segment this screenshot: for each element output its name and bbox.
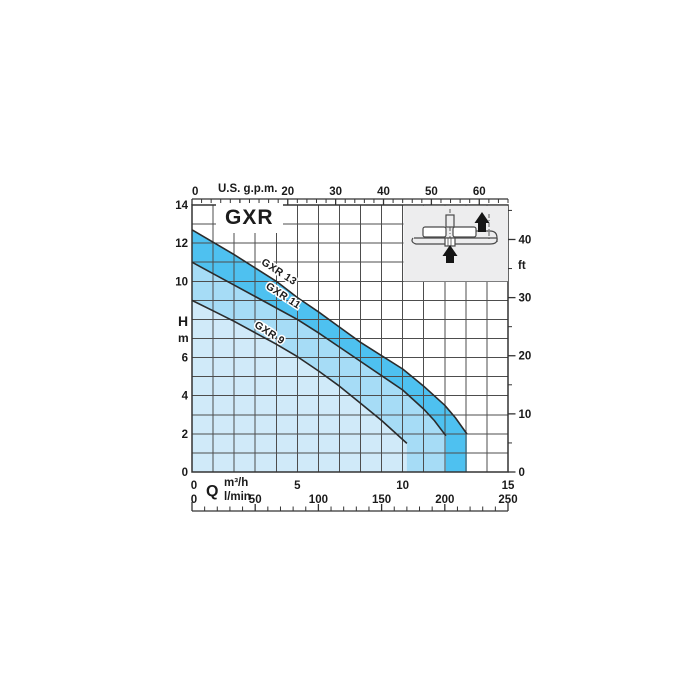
svg-text:4: 4: [182, 391, 189, 403]
chart-title: GXR: [216, 203, 283, 233]
curve-gxr-13: [191, 229, 468, 435]
curve-gxr-9: [191, 299, 408, 444]
svg-text:2: 2: [182, 429, 188, 441]
svg-text:0: 0: [519, 467, 525, 479]
flow-unit-lmin-label: l/min: [224, 491, 251, 503]
submersible-pump-icon: [411, 209, 498, 250]
svg-text:50: 50: [249, 494, 262, 506]
gpm-axis-unit-label: U.S. g.p.m.: [218, 183, 278, 195]
plot-border: [191, 204, 509, 473]
svg-text:150: 150: [372, 494, 391, 506]
svg-text:5: 5: [294, 480, 301, 492]
head-axis-unit-label: m: [178, 331, 189, 345]
svg-text:60: 60: [473, 186, 486, 198]
pump-curves: [191, 229, 468, 444]
svg-text:0: 0: [191, 480, 197, 492]
svg-text:50: 50: [425, 186, 438, 198]
right-axis-ft: 0 10 20 30 40: [508, 209, 532, 479]
bottom-axis-lmin: 0 50 100 150 200 250: [191, 494, 518, 512]
bottom-axis-m3h: 0 5 10 15: [191, 480, 515, 492]
svg-text:12: 12: [175, 238, 188, 250]
svg-text:20: 20: [281, 186, 294, 198]
svg-text:100: 100: [309, 494, 328, 506]
svg-text:0: 0: [182, 467, 188, 479]
svg-text:0: 0: [191, 494, 197, 506]
svg-text:30: 30: [519, 293, 532, 305]
svg-text:20: 20: [519, 351, 532, 363]
svg-text:40: 40: [377, 186, 390, 198]
outflow-arrow-icon: [474, 212, 490, 232]
svg-text:14: 14: [175, 200, 188, 212]
svg-text:30: 30: [329, 186, 342, 198]
flow-axis-symbol: Q: [206, 483, 219, 500]
ft-axis-unit-label: ft: [518, 260, 526, 272]
curve-gxr-11: [191, 261, 447, 437]
svg-text:40: 40: [519, 234, 532, 246]
svg-text:10: 10: [396, 480, 409, 492]
inset-panel: [403, 205, 508, 282]
svg-text:10: 10: [175, 276, 188, 288]
svg-text:250: 250: [498, 494, 517, 506]
left-axis-m: 0 2 4 6 10 12 14: [175, 200, 188, 479]
svg-text:6: 6: [182, 353, 188, 365]
head-axis-symbol: H: [178, 313, 189, 329]
svg-text:15: 15: [502, 480, 515, 492]
svg-text:0: 0: [192, 186, 198, 198]
flow-unit-m3h-label: m³/h: [224, 477, 249, 489]
svg-text:200: 200: [435, 494, 454, 506]
inflow-arrow-icon: [442, 245, 458, 263]
band-gxr-9: [192, 300, 407, 472]
svg-text:10: 10: [519, 409, 532, 421]
